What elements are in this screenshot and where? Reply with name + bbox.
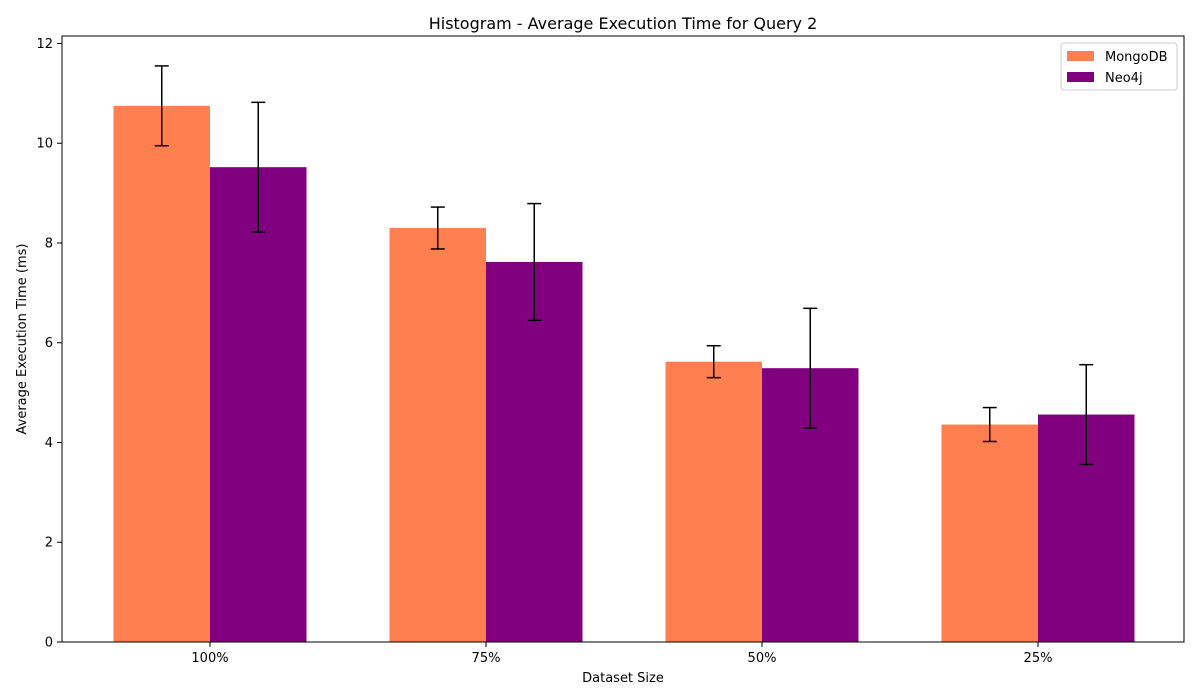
error-bar-neo4j-3 [1079, 363, 1094, 466]
chart-title: Histogram - Average Execution Time for Q… [429, 14, 818, 33]
error-bar-mongodb-0 [154, 65, 169, 147]
y-axis: 0 2 4 6 8 10 12 [36, 37, 62, 651]
bar-neo4j-1 [486, 261, 583, 642]
x-axis: 100% 75% 50% 25% [191, 642, 1052, 666]
x-tick-label: 50% [748, 651, 777, 666]
x-axis-label: Dataset Size [582, 671, 664, 686]
legend: MongoDB Neo4j [1060, 42, 1178, 91]
bar-neo4j-0 [210, 167, 307, 643]
legend-label-neo4j: Neo4j [1105, 71, 1143, 86]
bar-mongodb-3 [941, 424, 1038, 642]
bar-mongodb-1 [389, 228, 486, 642]
error-bar-neo4j-2 [803, 307, 818, 429]
error-bar-mongodb-3 [982, 406, 997, 443]
bar-mongodb-0 [113, 105, 210, 643]
y-tick-label: 0 [45, 636, 53, 651]
y-tick-label: 8 [45, 236, 53, 251]
bars-layer [113, 105, 1135, 643]
x-tick-label: 75% [472, 651, 501, 666]
bar-mongodb-2 [665, 361, 762, 642]
y-tick-label: 6 [45, 336, 53, 351]
legend-label-mongodb: MongoDB [1105, 50, 1168, 65]
y-tick-label: 2 [45, 536, 53, 551]
plot-frame [61, 35, 1185, 643]
x-tick-label: 100% [191, 651, 228, 666]
legend-swatch-mongodb [1067, 51, 1094, 61]
y-tick-label: 12 [36, 37, 53, 52]
error-bars-layer [154, 65, 1094, 466]
error-bar-mongodb-1 [430, 206, 445, 250]
error-bar-mongodb-2 [706, 344, 721, 379]
error-bar-neo4j-1 [527, 202, 542, 322]
y-axis-label: Average Execution Time (ms) [15, 244, 30, 435]
legend-swatch-neo4j [1067, 72, 1094, 82]
y-tick-label: 4 [45, 436, 53, 451]
error-bar-neo4j-0 [251, 101, 266, 233]
x-tick-label: 25% [1024, 651, 1053, 666]
y-tick-label: 10 [36, 137, 53, 152]
